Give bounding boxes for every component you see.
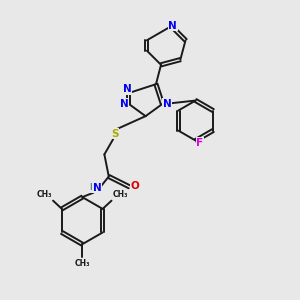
Text: N: N bbox=[93, 183, 101, 193]
Text: S: S bbox=[111, 129, 118, 139]
Text: H: H bbox=[89, 183, 96, 192]
Text: N: N bbox=[163, 99, 172, 109]
Text: CH₃: CH₃ bbox=[74, 259, 90, 268]
Text: CH₃: CH₃ bbox=[36, 190, 52, 199]
Text: F: F bbox=[196, 138, 204, 148]
Text: N: N bbox=[123, 85, 132, 94]
Text: CH₃: CH₃ bbox=[113, 190, 128, 199]
Text: N: N bbox=[120, 99, 128, 109]
Text: O: O bbox=[130, 181, 139, 191]
Text: N: N bbox=[169, 20, 177, 31]
